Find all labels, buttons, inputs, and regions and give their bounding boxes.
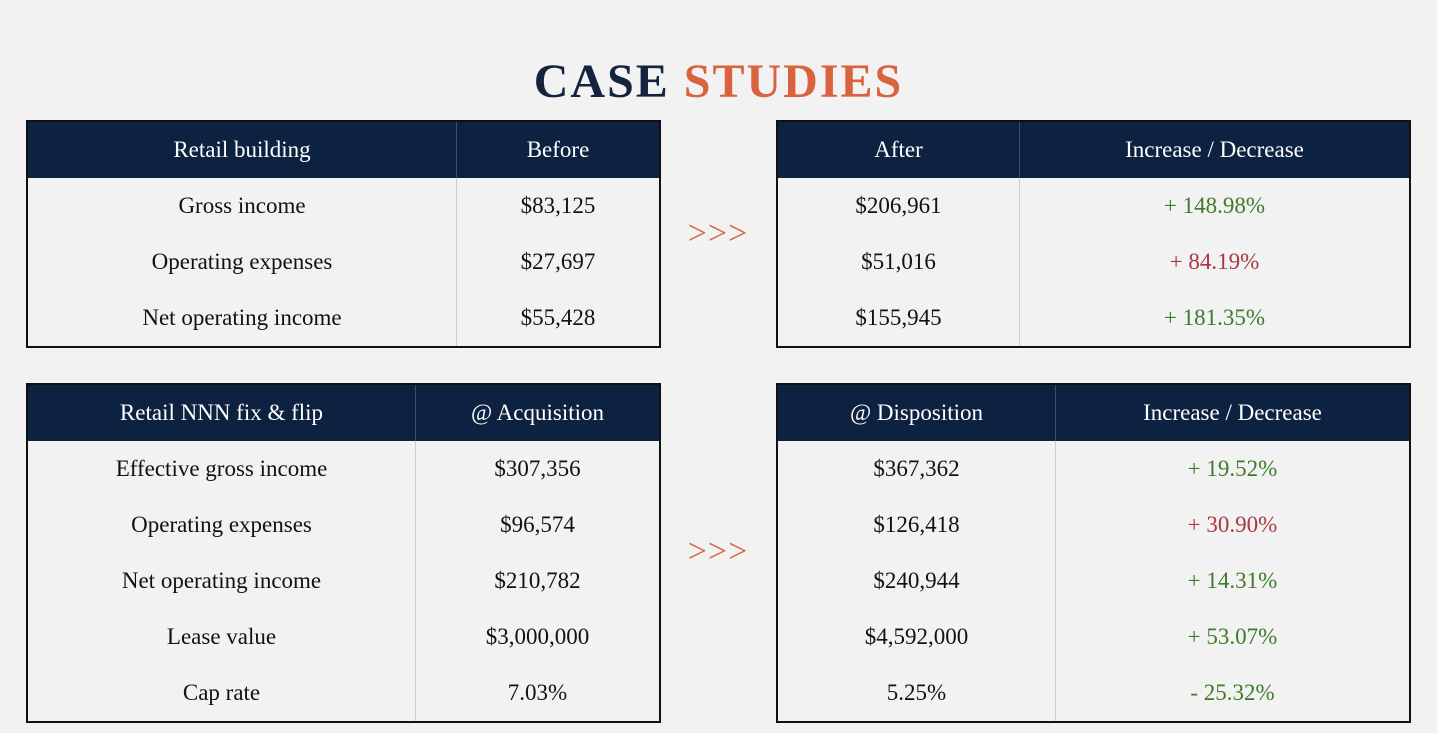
- row-value: $206,961: [855, 193, 942, 218]
- row-value: $96,574: [415, 497, 659, 553]
- table-row: Operating expenses $27,697: [28, 234, 659, 290]
- row-value: $126,418: [873, 512, 960, 537]
- case1-before-table: Retail building Before Gross income $83,…: [26, 120, 661, 348]
- row-value: $155,945: [855, 305, 942, 330]
- case2-disposition-table: @ Disposition Increase / Decrease $367,3…: [776, 383, 1411, 723]
- row-value: $367,362: [873, 456, 960, 481]
- table-header-row: @ Disposition Increase / Decrease: [778, 385, 1409, 441]
- row-label: Gross income: [178, 193, 306, 218]
- table-row: $367,362 + 19.52%: [778, 441, 1409, 497]
- row-value: $51,016: [861, 249, 936, 274]
- header-acquisition: @ Acquisition: [415, 385, 659, 441]
- table-header-row: Retail building Before: [28, 122, 659, 178]
- table-row: Operating expenses $96,574: [28, 497, 659, 553]
- row-change: + 19.52%: [1055, 441, 1409, 497]
- table-row: Effective gross income $307,356: [28, 441, 659, 497]
- table-row: Gross income $83,125: [28, 178, 659, 234]
- row-value: $83,125: [456, 178, 659, 234]
- table-header-row: After Increase / Decrease: [778, 122, 1409, 178]
- table-row: $240,944 + 14.31%: [778, 553, 1409, 609]
- header-retail-building: Retail building: [173, 137, 311, 162]
- row-label: Net operating income: [142, 305, 342, 330]
- row-value: $3,000,000: [415, 609, 659, 665]
- row-change: + 14.31%: [1055, 553, 1409, 609]
- table-row: $4,592,000 + 53.07%: [778, 609, 1409, 665]
- row-change: + 53.07%: [1055, 609, 1409, 665]
- header-disposition: @ Disposition: [849, 400, 983, 425]
- title-word-studies: STUDIES: [683, 55, 904, 109]
- table-row: 5.25% - 25.32%: [778, 665, 1409, 721]
- row-change: + 30.90%: [1055, 497, 1409, 553]
- case1-after-table: After Increase / Decrease $206,961 + 148…: [776, 120, 1411, 348]
- page-title: CASE STUDIES: [0, 54, 1437, 110]
- row-change: + 148.98%: [1019, 178, 1409, 234]
- row-label: Cap rate: [182, 680, 261, 705]
- table-row: Cap rate 7.03%: [28, 665, 659, 721]
- table-header-row: Retail NNN fix & flip @ Acquisition: [28, 385, 659, 441]
- row-value: $240,944: [873, 568, 960, 593]
- arrow-icon: >>>: [687, 533, 749, 570]
- row-value: 7.03%: [415, 665, 659, 721]
- row-value: $27,697: [456, 234, 659, 290]
- header-after: After: [874, 137, 923, 162]
- table-row: Lease value $3,000,000: [28, 609, 659, 665]
- row-label: Effective gross income: [115, 456, 328, 481]
- row-value: $307,356: [415, 441, 659, 497]
- header-retail-nnn: Retail NNN fix & flip: [119, 400, 324, 425]
- row-value: $55,428: [456, 290, 659, 346]
- row-change: - 25.32%: [1055, 665, 1409, 721]
- header-before: Before: [456, 122, 659, 178]
- row-change: + 84.19%: [1019, 234, 1409, 290]
- row-label: Lease value: [166, 624, 277, 649]
- title-word-case: CASE: [533, 55, 670, 109]
- case2-acquisition-table: Retail NNN fix & flip @ Acquisition Effe…: [26, 383, 661, 723]
- row-change: + 181.35%: [1019, 290, 1409, 346]
- table-row: $206,961 + 148.98%: [778, 178, 1409, 234]
- row-value: $4,592,000: [864, 624, 969, 649]
- table-row: $51,016 + 84.19%: [778, 234, 1409, 290]
- row-label: Net operating income: [121, 568, 322, 593]
- row-label: Operating expenses: [151, 249, 333, 274]
- arrow-icon: >>>: [687, 215, 749, 252]
- row-value: $210,782: [415, 553, 659, 609]
- table-row: $155,945 + 181.35%: [778, 290, 1409, 346]
- row-label: Operating expenses: [131, 512, 312, 537]
- table-row: Net operating income $210,782: [28, 553, 659, 609]
- row-value: 5.25%: [886, 680, 947, 705]
- header-increase-decrease: Increase / Decrease: [1055, 385, 1409, 441]
- table-row: Net operating income $55,428: [28, 290, 659, 346]
- table-row: $126,418 + 30.90%: [778, 497, 1409, 553]
- header-increase-decrease: Increase / Decrease: [1019, 122, 1409, 178]
